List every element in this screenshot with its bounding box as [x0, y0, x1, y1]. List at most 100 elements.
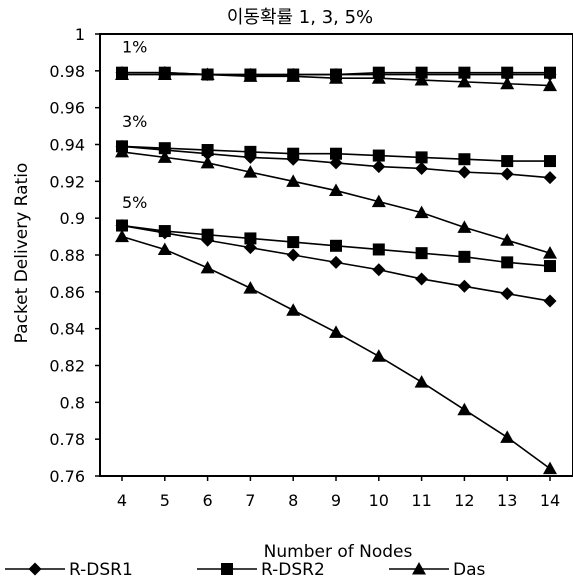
square-data-point — [116, 219, 128, 232]
y-tick-label: 1 — [75, 25, 85, 44]
diamond-data-point — [500, 167, 514, 181]
square-data-point — [415, 247, 428, 260]
triangle-data-point — [329, 183, 343, 197]
square-data-point — [244, 232, 257, 245]
triangle-data-point — [329, 71, 343, 84]
triangle-data-point — [371, 71, 386, 84]
square-data-point — [544, 155, 556, 168]
square-data-point — [330, 239, 342, 252]
x-axis-label: Number of Nodes — [264, 542, 413, 562]
legend-label: R-DSR1 — [69, 560, 133, 578]
triangle-data-point — [115, 67, 129, 81]
annotations-layer: 1% 3% 5% — [122, 37, 147, 212]
y-axis-label: Packet Delivery Ratio — [12, 163, 32, 344]
square-data-point — [330, 147, 342, 160]
y-tick-label: 0.84 — [49, 320, 85, 339]
series-r-dsr2-3pct — [116, 140, 556, 168]
legend-item-das: Das — [389, 560, 486, 578]
series-das-5pct — [115, 229, 557, 475]
group-annotation: 1% — [122, 37, 147, 56]
x-tick-label: 12 — [454, 491, 474, 510]
triangle-data-point — [200, 260, 215, 274]
triangle-data-point — [414, 375, 429, 388]
diamond-data-point — [415, 161, 429, 175]
triangle-data-point — [457, 74, 472, 88]
square-data-point — [544, 66, 556, 79]
x-tick-label: 11 — [411, 491, 431, 510]
x-tick-label: 6 — [203, 491, 213, 510]
series-das-3pct — [115, 144, 557, 259]
y-axis-ticks: 0.76 0.78 0.8 0.82 0.84 0.86 0.88 0.9 0.92 0.94 0.… — [49, 25, 100, 486]
square-data-point — [201, 228, 214, 241]
x-tick-label: 13 — [497, 491, 517, 510]
triangle-data-point — [115, 144, 129, 158]
square-data-point — [458, 66, 471, 79]
triangle-data-point — [200, 67, 215, 81]
series-line — [121, 235, 551, 470]
triangle-data-point — [414, 73, 429, 86]
triangle-data-point — [371, 194, 386, 208]
legend-item-r-dsr2: R-DSR2 — [197, 560, 325, 578]
square-data-point — [287, 236, 300, 249]
square-data-point — [458, 153, 471, 166]
y-tick-label: 0.76 — [49, 467, 85, 486]
square-data-point — [244, 145, 257, 158]
triangle-data-point — [243, 165, 258, 178]
triangle-data-point — [157, 150, 172, 163]
series-das-1pct — [115, 67, 557, 92]
triangle-data-point — [543, 246, 557, 259]
series-layer — [115, 66, 557, 475]
x-tick-label: 8 — [288, 491, 298, 510]
square-data-point — [458, 250, 471, 263]
y-tick-label: 0.94 — [49, 136, 85, 155]
triangle-data-point — [457, 220, 472, 233]
diamond-data-point — [457, 279, 471, 293]
square-data-point — [544, 260, 556, 273]
legend-marker-diamond — [28, 562, 42, 576]
triangle-data-point — [500, 233, 515, 246]
square-data-point — [372, 243, 385, 256]
legend-label: R-DSR2 — [261, 560, 325, 578]
diamond-data-point — [372, 160, 386, 174]
x-tick-label: 7 — [245, 491, 255, 510]
square-data-point — [201, 144, 214, 157]
chart-title: 이동확률 1, 3, 5% — [227, 7, 373, 28]
triangle-data-point — [371, 349, 386, 362]
triangle-data-point — [200, 155, 215, 169]
x-tick-label: 4 — [117, 491, 127, 510]
triangle-data-point — [329, 325, 343, 338]
triangle-data-point — [286, 303, 301, 316]
triangle-data-point — [457, 402, 472, 416]
x-tick-label: 10 — [369, 491, 389, 510]
triangle-data-point — [243, 69, 258, 82]
square-data-point — [158, 142, 171, 155]
square-data-point — [415, 151, 428, 164]
triangle-data-point — [414, 205, 429, 219]
triangle-data-point — [286, 69, 301, 82]
x-tick-label: 5 — [160, 491, 170, 510]
triangle-data-point — [157, 67, 172, 81]
y-tick-label: 0.96 — [49, 99, 85, 118]
series-r-dsr2-5pct — [116, 219, 556, 273]
legend-marker-square — [221, 563, 233, 575]
diamond-data-point — [415, 272, 429, 286]
square-data-point — [415, 66, 428, 79]
triangle-data-point — [286, 174, 301, 187]
legend: R-DSR1 R-DSR2 Das — [5, 560, 486, 578]
triangle-data-point — [115, 229, 129, 243]
group-annotation: 5% — [122, 193, 147, 212]
triangle-data-point — [500, 76, 515, 90]
square-data-point — [287, 147, 300, 160]
triangle-data-point — [543, 78, 557, 92]
triangle-data-point — [243, 281, 258, 294]
diamond-data-point — [372, 263, 386, 277]
diamond-data-point — [286, 248, 300, 262]
triangle-data-point — [543, 461, 557, 475]
triangle-data-point — [500, 430, 515, 443]
y-tick-label: 0.8 — [60, 393, 85, 412]
legend-label: Das — [453, 560, 486, 578]
group-annotation: 3% — [122, 112, 147, 131]
square-data-point — [501, 66, 514, 79]
y-tick-label: 0.86 — [49, 283, 85, 302]
